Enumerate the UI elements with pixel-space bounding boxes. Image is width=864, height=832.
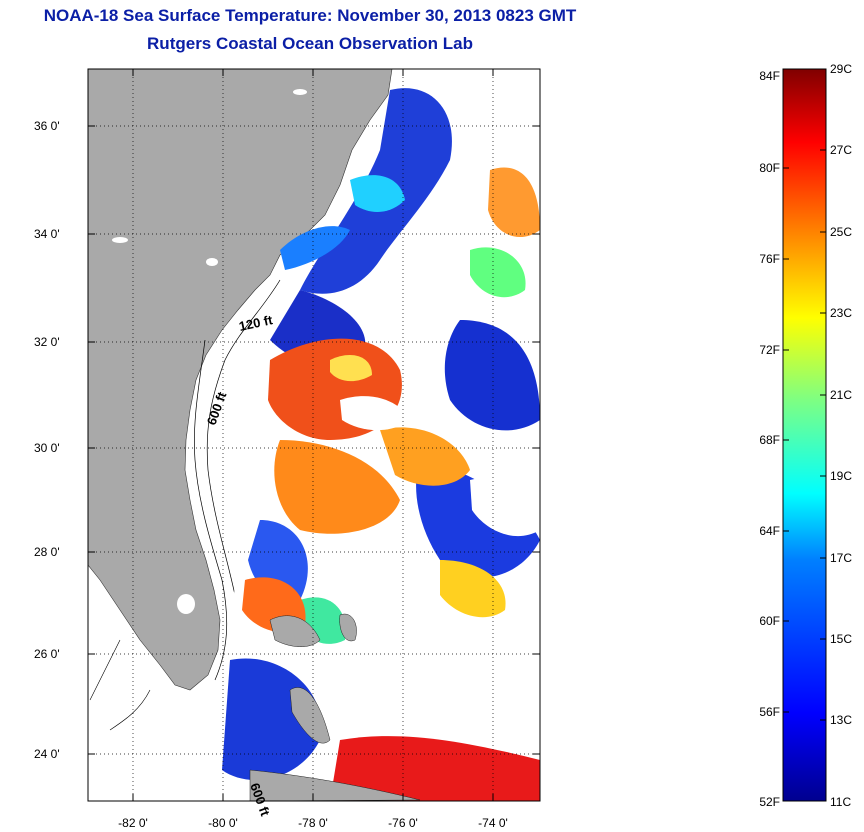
graticule — [88, 69, 540, 801]
map-title: NOAA-18 Sea Surface Temperature: Novembe… — [43, 6, 577, 25]
colorbar-label-c: 17C — [830, 551, 853, 565]
map-frame — [87, 68, 541, 802]
inland-lake — [112, 237, 128, 243]
colorbar-label-f: 68F — [759, 433, 780, 447]
colorbar-label-f: 60F — [759, 614, 780, 628]
island — [339, 613, 357, 642]
colorbar-label-c: 29C — [830, 62, 853, 76]
inland-lake — [293, 89, 307, 95]
colorbar — [782, 68, 827, 802]
colorbar-label-f: 84F — [759, 69, 780, 83]
lat-label: 30 0' — [34, 441, 60, 455]
colorbar-label-f: 80F — [759, 161, 780, 175]
island — [289, 687, 331, 744]
axis-ticks — [88, 69, 540, 801]
land-mass — [88, 69, 393, 691]
island — [269, 615, 321, 647]
colorbar-label-c: 27C — [830, 143, 853, 157]
lon-label: -76 0' — [388, 816, 418, 830]
colorbar-label-c: 11C — [830, 795, 852, 809]
lon-label: -82 0' — [118, 816, 148, 830]
lat-label: 34 0' — [34, 227, 60, 241]
lon-label: -80 0' — [208, 816, 238, 830]
colorbar-ticks — [783, 149, 826, 721]
colorbar-label-c: 23C — [830, 306, 853, 320]
lat-label: 26 0' — [34, 647, 60, 661]
colorbar-label-f: 56F — [759, 705, 780, 719]
lat-label: 24 0' — [34, 747, 60, 761]
contour-600ft — [206, 279, 281, 601]
lat-label: 28 0' — [34, 545, 60, 559]
map-subtitle: Rutgers Coastal Ocean Observation Lab — [147, 34, 473, 53]
depth-label-120ft: 120 ft — [238, 312, 275, 334]
cuba-coast — [249, 769, 421, 801]
contour-120ft — [194, 339, 228, 681]
colorbar-label-f: 76F — [759, 252, 780, 266]
lake-okeechobee — [177, 594, 195, 614]
colorbar-label-c: 15C — [830, 632, 853, 646]
colorbar-label-c: 25C — [830, 225, 853, 239]
contour-gulf — [89, 639, 151, 731]
colorbar-label-f: 64F — [759, 524, 780, 538]
lon-label: -74 0' — [478, 816, 508, 830]
lat-label: 32 0' — [34, 335, 60, 349]
colorbar-label-c: 21C — [830, 388, 853, 402]
inland-lake — [206, 258, 218, 266]
lat-label: 36 0' — [34, 119, 60, 133]
colorbar-label-f: 72F — [759, 343, 780, 357]
colorbar-label-c: 13C — [830, 713, 853, 727]
colorbar-label-c: 19C — [830, 469, 853, 483]
lon-label: -78 0' — [298, 816, 328, 830]
colorbar-label-f: 52F — [759, 795, 780, 809]
